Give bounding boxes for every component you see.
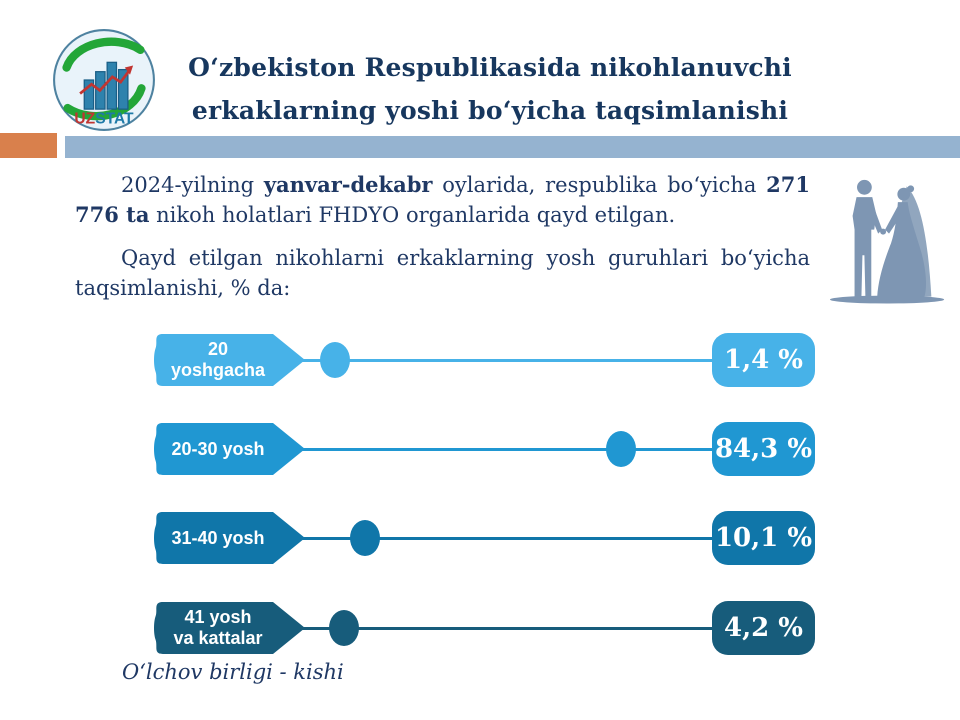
connector-line xyxy=(300,627,716,630)
value-dot xyxy=(319,342,350,378)
wedding-couple-icon xyxy=(826,172,954,306)
logo-text-stat: STAT xyxy=(95,111,134,128)
value-dot xyxy=(329,610,360,646)
connector-line xyxy=(300,448,716,451)
age-group-banner: 20-30 yosh xyxy=(148,422,306,476)
age-group-label: 31-40 yosh xyxy=(171,527,265,548)
value-label: 4,2 % xyxy=(724,613,803,643)
svg-text:UZSTAT: UZSTAT xyxy=(74,111,134,128)
slide-title-line2: erkaklarning yoshi bo‘yicha taqsimlanish… xyxy=(191,96,789,125)
uzstat-logo: UZSTAT xyxy=(52,28,156,132)
connector-line xyxy=(300,537,716,540)
chart-row: 41 yosh va kattalar 4,2 % xyxy=(0,601,960,655)
value-box: 4,2 % xyxy=(712,601,815,655)
measure-unit-note: O‘lchov birligi - kishi xyxy=(122,660,344,684)
slide-title-line1: O‘zbekiston Respublikasida nikohlanuvchi xyxy=(188,53,792,82)
intro-text: 2024-yilning yanvar-dekabr oylarida, res… xyxy=(75,170,810,303)
age-group-label: 20 yoshgacha xyxy=(170,339,266,380)
connector-line xyxy=(300,359,716,362)
chart-row: 20-30 yosh 84,3 % xyxy=(0,422,960,476)
age-group-label: 41 yosh va kattalar xyxy=(173,607,263,648)
age-group-banner: 20 yoshgacha xyxy=(148,333,306,387)
age-group-banner: 41 yosh va kattalar xyxy=(148,601,306,655)
age-group-banner: 31-40 yosh xyxy=(148,511,306,565)
value-box: 84,3 % xyxy=(712,422,815,476)
slide-title: O‘zbekiston Respublikasida nikohlanuvchi… xyxy=(188,46,792,132)
intro-paragraph-1: 2024-yilning yanvar-dekabr oylarida, res… xyxy=(75,172,810,227)
logo-text-uz: UZ xyxy=(74,111,95,128)
value-box: 10,1 % xyxy=(712,511,815,565)
value-dot xyxy=(349,520,380,556)
value-dot xyxy=(605,431,636,467)
accent-bar-blue xyxy=(65,136,960,158)
chart-row: 31-40 yosh 10,1 % xyxy=(0,511,960,565)
value-label: 1,4 % xyxy=(724,345,803,375)
chart-row: 20 yoshgacha 1,4 % xyxy=(0,333,960,387)
intro-paragraph-2: Qayd etilgan nikohlarni erkaklarning yos… xyxy=(75,246,810,300)
value-label: 84,3 % xyxy=(714,434,813,464)
value-box: 1,4 % xyxy=(712,333,815,387)
age-group-label: 20-30 yosh xyxy=(171,438,265,459)
uzstat-logo-icon: UZSTAT xyxy=(53,29,155,131)
value-label: 10,1 % xyxy=(714,523,813,553)
accent-bar-orange xyxy=(0,133,57,158)
